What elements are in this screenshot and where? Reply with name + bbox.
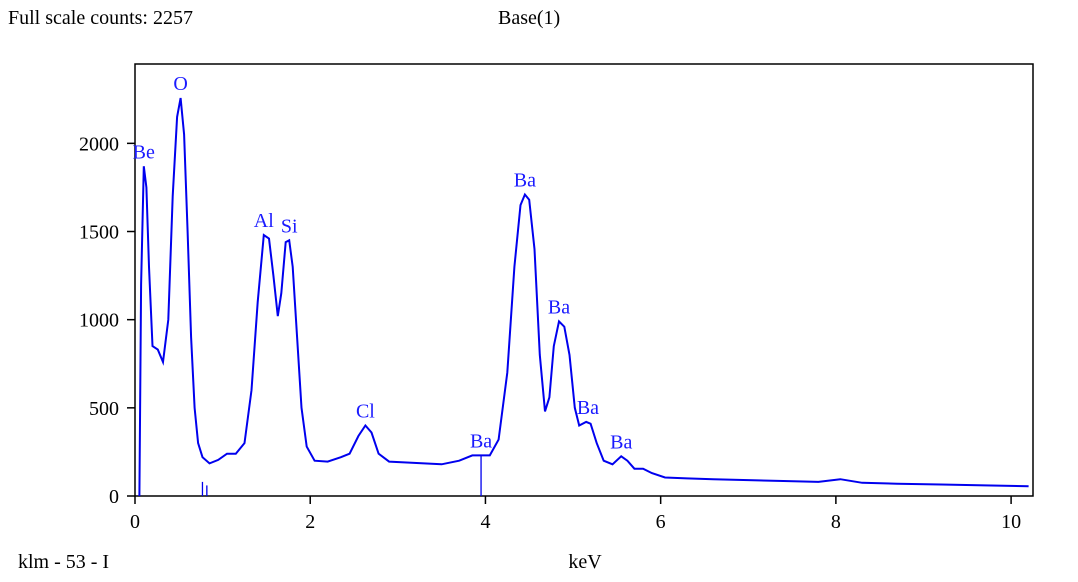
y-tick-label: 1000 bbox=[79, 310, 119, 332]
y-tick-label: 2000 bbox=[79, 133, 119, 155]
peak-label: Ba bbox=[514, 169, 536, 191]
peak-label: Ba bbox=[470, 430, 492, 452]
peak-label: Cl bbox=[356, 400, 375, 422]
peak-label: Ba bbox=[577, 397, 599, 419]
x-tick-label: 4 bbox=[480, 511, 490, 533]
x-axis-label: keV bbox=[568, 551, 602, 573]
x-tick-label: 10 bbox=[1001, 511, 1021, 533]
peak-label: Ba bbox=[610, 431, 632, 453]
x-tick-label: 2 bbox=[305, 511, 315, 533]
spectrum-line bbox=[138, 97, 1029, 497]
y-tick-label: 500 bbox=[89, 398, 119, 420]
footer-marker: klm - 53 - I bbox=[18, 551, 109, 573]
peak-label: O bbox=[173, 73, 187, 95]
y-tick-label: 1500 bbox=[79, 222, 119, 244]
y-tick-label: 0 bbox=[109, 486, 119, 508]
x-tick-label: 0 bbox=[130, 511, 140, 533]
x-tick-label: 8 bbox=[831, 511, 841, 533]
full-scale-counts: Full scale counts: 2257 bbox=[8, 7, 193, 29]
peak-label: Al bbox=[254, 210, 274, 232]
peak-label: Be bbox=[133, 141, 155, 163]
x-tick-label: 6 bbox=[656, 511, 666, 533]
peak-label: Si bbox=[281, 215, 298, 237]
peak-label: Ba bbox=[548, 296, 570, 318]
sample-name: Base(1) bbox=[498, 7, 561, 29]
plot-frame bbox=[134, 63, 1034, 497]
